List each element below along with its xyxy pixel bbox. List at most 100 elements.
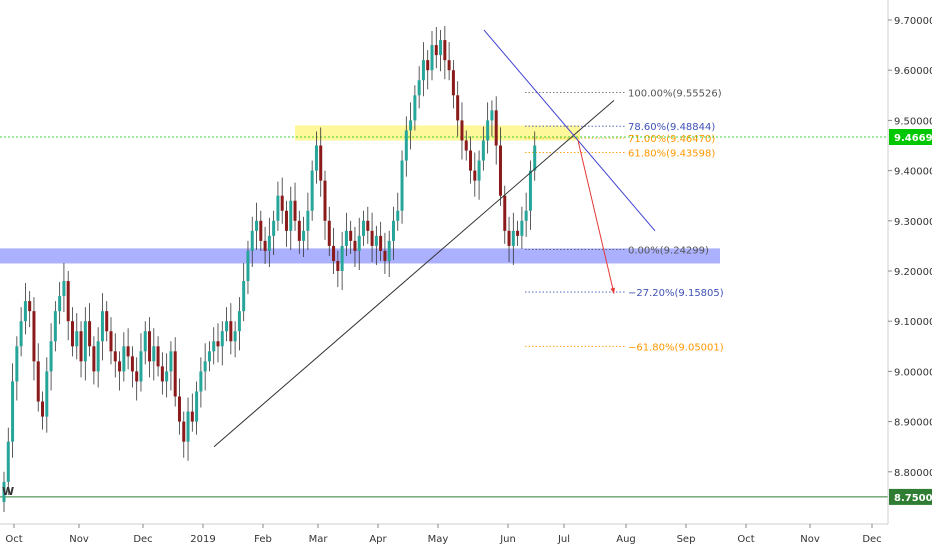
fib-label: −27.20%(9.15805) xyxy=(628,288,724,299)
y-tick-label: 9.00000 xyxy=(894,367,932,378)
x-tick-label: Nov xyxy=(800,534,820,545)
candle-body xyxy=(516,230,520,236)
x-tick-label: Jul xyxy=(557,534,570,545)
price-tag xyxy=(889,488,932,505)
price-tag-label: 8.75000 xyxy=(894,493,932,504)
candle-body xyxy=(302,230,306,241)
candle-body xyxy=(511,230,515,246)
candle-body xyxy=(130,356,134,372)
y-tick-label: 9.20000 xyxy=(894,267,932,278)
x-tick-label: Oct xyxy=(737,534,754,545)
candle-body xyxy=(507,230,511,246)
candle-body xyxy=(374,235,378,246)
candle-body xyxy=(165,371,169,382)
candle-body xyxy=(118,361,122,372)
fib-label: 71.00%(9.46470) xyxy=(628,134,715,145)
candle-body xyxy=(293,200,297,221)
candle-body xyxy=(143,331,147,352)
candle-body xyxy=(319,145,323,181)
fib-label: 61.80%(9.43598) xyxy=(628,149,715,160)
candle-body xyxy=(203,361,207,372)
candle-body xyxy=(169,351,173,372)
candle-body xyxy=(391,220,395,241)
candle-body xyxy=(190,411,194,422)
candle-body xyxy=(344,230,348,246)
candle-body xyxy=(421,60,425,81)
candle-body xyxy=(362,220,366,236)
y-tick-label: 9.60000 xyxy=(894,66,932,77)
candle-body xyxy=(473,170,477,181)
candle-body xyxy=(284,210,288,231)
candle-body xyxy=(105,311,109,332)
timeframe-label: W xyxy=(2,485,14,498)
candle-body xyxy=(32,311,36,362)
candle-body xyxy=(156,346,160,367)
candle-body xyxy=(135,371,139,382)
candle-body xyxy=(477,160,481,181)
candle-body xyxy=(490,110,494,121)
candle-body xyxy=(460,120,464,141)
candle-body xyxy=(340,245,344,271)
y-tick-label: 8.90000 xyxy=(894,418,932,429)
candle-body xyxy=(336,260,340,271)
candle-body xyxy=(366,220,370,231)
candle-body xyxy=(23,301,27,322)
x-tick-label: May xyxy=(428,534,449,545)
candle-body xyxy=(11,381,15,442)
candles xyxy=(2,26,537,512)
y-tick-label: 9.40000 xyxy=(894,167,932,178)
candle-body xyxy=(297,220,301,241)
candle-body xyxy=(486,120,490,141)
candle-body xyxy=(430,45,434,71)
candle-body xyxy=(212,341,216,352)
candle-body xyxy=(439,40,443,56)
candle-body xyxy=(220,331,224,347)
ascending-trendline xyxy=(213,99,615,448)
candle-body xyxy=(246,250,250,282)
candle-body xyxy=(276,195,280,221)
candle-body xyxy=(272,220,276,236)
candle-body xyxy=(229,321,233,342)
candle-body xyxy=(332,245,336,261)
candle-body xyxy=(160,366,164,382)
projection-arrow xyxy=(577,140,615,294)
y-tick-label: 9.30000 xyxy=(894,217,932,228)
candle-body xyxy=(237,311,241,332)
candle-body xyxy=(383,250,387,261)
candle-body xyxy=(122,346,126,372)
candle-body xyxy=(88,321,92,347)
candle-body xyxy=(152,346,156,362)
candle-body xyxy=(36,361,40,402)
x-tick-label: Jun xyxy=(499,534,516,545)
candle-body xyxy=(498,145,502,196)
candle-body xyxy=(19,321,23,347)
candle-body xyxy=(494,110,498,146)
candle-body xyxy=(413,95,417,121)
candle-body xyxy=(327,220,331,246)
candle-body xyxy=(503,195,507,231)
x-tick-label: Sep xyxy=(677,534,696,545)
candle-body xyxy=(404,130,408,161)
y-tick-label: 9.70000 xyxy=(894,16,932,27)
candle-body xyxy=(49,341,53,372)
y-tick-label: 9.10000 xyxy=(894,317,932,328)
candle-body xyxy=(289,200,293,231)
x-tick-label: Aug xyxy=(616,534,636,545)
candle-body xyxy=(349,230,353,241)
candle-body xyxy=(139,351,143,382)
candle-body xyxy=(148,331,152,362)
candle-body xyxy=(41,401,45,417)
candle-body xyxy=(379,235,383,251)
x-tick-label: Dec xyxy=(133,534,152,545)
candle-body xyxy=(126,346,130,357)
x-tick-label: Oct xyxy=(5,534,22,545)
candle-body xyxy=(464,140,468,151)
candle-body xyxy=(62,281,66,297)
candle-body xyxy=(426,60,430,71)
candle-body xyxy=(370,230,374,246)
candle-body xyxy=(28,301,32,312)
candle-body xyxy=(314,145,318,171)
candle-body xyxy=(207,351,211,362)
candle-body xyxy=(357,235,361,251)
